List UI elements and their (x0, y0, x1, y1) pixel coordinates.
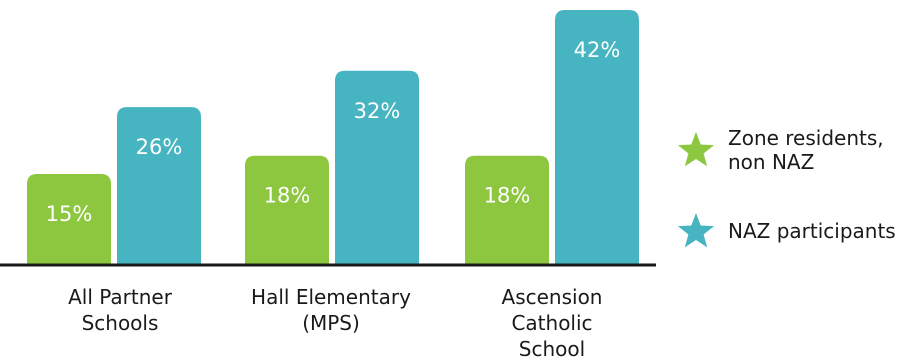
category-label: Hall Elementary (MPS) (251, 285, 411, 335)
bars-layer (27, 10, 639, 266)
bar (117, 107, 201, 266)
bar (27, 173, 111, 265)
data-label: 15% (46, 202, 93, 226)
star-icon (677, 132, 715, 167)
legend-item-zone-residents: Zone residents, non NAZ (676, 126, 884, 174)
bar (555, 10, 639, 266)
bar (245, 155, 329, 265)
bar (465, 155, 549, 265)
data-label: 18% (264, 184, 311, 208)
legend-item-naz-participants: NAZ participants (676, 211, 896, 251)
star-icon (677, 213, 715, 248)
data-label: 18% (484, 184, 531, 208)
data-label: 42% (574, 38, 621, 62)
data-label: 26% (136, 135, 183, 159)
legend-label: NAZ participants (728, 219, 896, 243)
category-label: Ascension Catholic School (501, 285, 603, 361)
value-labels-layer: 15% 18% 18% 26% 32% 42% (46, 38, 621, 226)
bar (335, 70, 419, 265)
category-label: All Partner Schools (68, 285, 172, 335)
data-label: 32% (354, 99, 401, 123)
legend-label: Zone residents, non NAZ (728, 126, 884, 174)
